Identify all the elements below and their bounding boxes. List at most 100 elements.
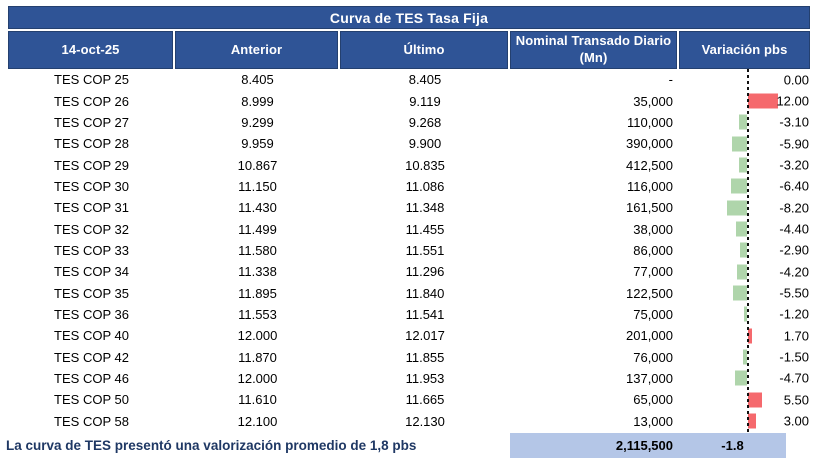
variacion-cell: 1.70 [679,325,810,346]
variacion-value: -4.40 [779,221,809,237]
variacion-value: 5.50 [783,392,809,408]
anterior-rate-cell: 11.553 [238,306,277,322]
anterior-rate-cell: 9.299 [241,114,274,130]
table-row: TES COP 27 9.299 9.268 110,000 -3.10 [8,112,810,133]
table-row: TES COP 50 11.610 11.665 65,000 5.50 [8,389,810,410]
ultimo-rate-cell: 9.900 [408,136,442,152]
ultimo-rate-cell: 11.855 [405,349,445,365]
variacion-cell: -5.90 [679,133,810,154]
column-header-ultimo: Último [340,31,508,69]
ultimo-rate-cell: 10.835 [405,157,445,173]
anterior-rate-cell: 11.150 [238,178,277,194]
column-header-variacion: Variación pbs [679,31,810,69]
variacion-value: 12.00 [776,93,809,109]
table-row: TES COP 28 9.959 9.900 390,000 -5.90 [8,133,810,154]
nominal-traded-cell: 77,000 [633,264,673,280]
variacion-cell: 0.00 [679,69,810,90]
variacion-value: 0.00 [783,72,809,88]
table-row: TES COP 36 11.553 11.541 75,000 -1.20 [8,304,810,325]
anterior-rate-cell: 8.999 [241,93,274,109]
ultimo-rate-cell: 12.017 [405,328,445,344]
variacion-value: -4.20 [779,264,809,280]
variacion-cell: 5.50 [679,389,810,410]
table-title: Curva de TES Tasa Fija [8,6,810,29]
bond-label-cell: TES COP 35 [54,285,129,301]
ultimo-rate-cell: 11.551 [405,242,445,258]
negative-variation-bar [731,178,747,194]
variacion-value: -2.90 [779,242,809,258]
variacion-cell: -1.20 [679,304,810,325]
ultimo-rate-cell: 11.541 [405,306,445,322]
table-body: TES COP 25 8.405 8.405 - 0.00 TES COP 26 8.999… [8,69,810,432]
anterior-rate-cell: 11.338 [238,264,277,280]
nominal-traded-cell: 35,000 [633,93,673,109]
table-footer: La curva de TES presentó una valorizació… [6,433,810,458]
table-row: TES COP 29 10.867 10.835 412,500 -3.20 [8,154,810,175]
bond-label-cell: TES COP 25 [54,72,129,88]
ultimo-rate-cell: 11.086 [405,178,445,194]
nominal-traded-cell: 412,500 [626,157,673,173]
negative-variation-bar [744,306,747,322]
variacion-cell: -4.70 [679,368,810,389]
bond-label-cell: TES COP 34 [54,264,129,280]
bond-label-cell: TES COP 46 [54,370,129,386]
bond-label-cell: TES COP 30 [54,178,129,194]
bond-label-cell: TES COP 27 [54,114,129,130]
tes-curve-table: Curva de TES Tasa Fija 14-oct-25 Anterio… [6,6,810,458]
nominal-traded-cell: 38,000 [633,221,673,237]
table-row: TES COP 30 11.150 11.086 116,000 -6.40 [8,176,810,197]
anterior-rate-cell: 12.000 [237,328,278,344]
ultimo-rate-cell: 11.840 [405,285,445,301]
bond-label-cell: TES COP 40 [54,328,129,344]
variacion-cell: -6.40 [679,176,810,197]
column-header-nominal: Nominal Transado Diario (Mn) [510,31,677,69]
table-row: TES COP 42 11.870 11.855 76,000 -1.50 [8,346,810,367]
negative-variation-bar [733,285,747,301]
variacion-value: -3.20 [779,157,809,173]
negative-variation-bar [736,264,747,280]
ultimo-rate-cell: 11.665 [405,392,445,408]
variacion-value: 1.70 [783,328,809,344]
nominal-traded-cell: 122,500 [626,285,673,301]
bond-label-cell: TES COP 26 [54,93,129,109]
anterior-rate-cell: 11.610 [238,392,277,408]
positive-variation-bar [748,328,753,344]
bond-label-cell: TES COP 31 [54,200,129,216]
variacion-cell: -5.50 [679,282,810,303]
anterior-rate-cell: 10.867 [237,157,278,173]
zero-axis-line [747,69,749,432]
ultimo-rate-cell: 11.953 [405,370,445,386]
variacion-value: -5.90 [779,136,809,152]
footer-note: La curva de TES presentó una valorizació… [6,438,417,453]
variacion-value: -8.20 [779,200,809,216]
nominal-traded-cell: 201,000 [626,328,673,344]
bond-label-cell: TES COP 50 [54,392,129,408]
table-row: TES COP 35 11.895 11.840 122,500 -5.50 [8,282,810,303]
nominal-traded-cell: 110,000 [626,114,673,130]
negative-variation-bar [735,370,747,386]
table-row: TES COP 40 12.000 12.017 201,000 1.70 [8,325,810,346]
anterior-rate-cell: 11.499 [238,221,277,237]
bond-label-cell: TES COP 58 [54,413,129,429]
anterior-rate-cell: 12.000 [237,370,278,386]
bond-label-cell: TES COP 32 [54,221,129,237]
bond-label-cell: TES COP 36 [54,306,129,322]
bond-label-cell: TES COP 33 [54,242,129,258]
variacion-value: -6.40 [779,178,809,194]
variacion-cell: -4.40 [679,218,810,239]
negative-variation-bar [739,114,747,130]
nominal-traded-cell: 137,000 [626,370,673,386]
ultimo-rate-cell: 8.405 [408,72,442,88]
table-row: TES COP 46 12.000 11.953 137,000 -4.70 [8,368,810,389]
variacion-value: 3.00 [783,413,809,429]
average-variation-value: -1.8 [721,438,744,453]
column-header-date: 14-oct-25 [8,31,173,69]
footer-summary-highlight: 2,115,500 -1.8 [510,433,786,458]
bond-label-cell: TES COP 42 [54,349,129,365]
nominal-traded-cell: 116,000 [626,178,673,194]
table-row: TES COP 26 8.999 9.119 35,000 12.00 [8,90,810,111]
negative-variation-bar [726,200,747,216]
ultimo-rate-cell: 11.296 [405,264,445,280]
positive-variation-bar [748,413,756,429]
variacion-cell: 3.00 [679,411,810,432]
